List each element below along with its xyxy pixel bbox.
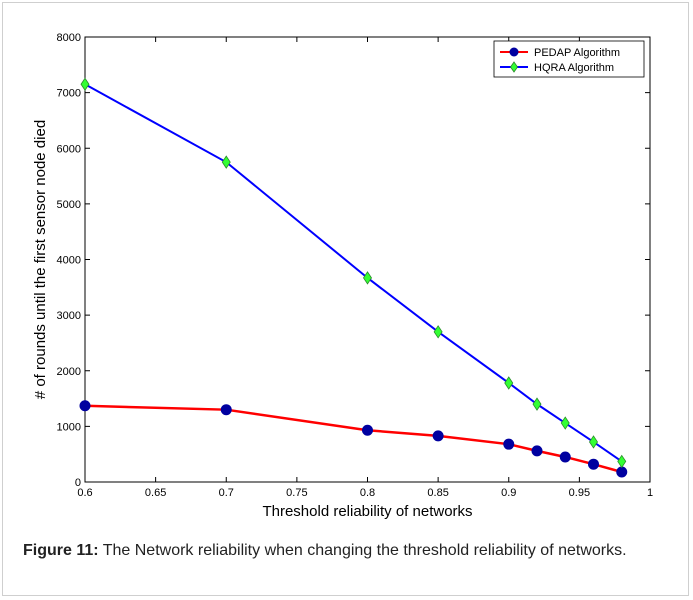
y-tick-label: 0	[75, 477, 81, 489]
x-axis-title: Threshold reliability of networks	[262, 503, 472, 520]
caption-text: The Network reliability when changing th…	[98, 542, 627, 559]
data-point-pedap	[432, 430, 444, 442]
x-tick-label: 0.65	[145, 487, 166, 499]
data-point-hqra	[80, 77, 90, 92]
x-tick-label: 0.75	[286, 487, 307, 499]
x-tick-label: 0.6	[77, 487, 92, 499]
data-point-pedap	[79, 400, 91, 412]
data-point-hqra	[433, 325, 443, 339]
x-tick-label: 0.7	[219, 487, 234, 499]
y-tick-label: 6000	[57, 143, 81, 155]
y-tick-label: 7000	[57, 88, 81, 100]
data-point-hqra	[532, 397, 542, 411]
x-tick-label: 0.95	[569, 487, 590, 499]
data-point-pedap	[616, 466, 628, 478]
legend: PEDAP Algorithm HQRA Algorithm	[493, 40, 645, 78]
x-tick-label: 0.9	[501, 487, 516, 499]
y-tick-label: 1000	[57, 421, 81, 433]
legend-box	[493, 40, 645, 78]
caption-label: Figure 11:	[23, 542, 99, 559]
legend-marker-pedap	[509, 47, 519, 57]
y-tick-label: 2000	[57, 366, 81, 378]
line-chart: 0.6 0.65 0.7 0.75 0.8 0.85 0.9 0.95 1 0 1000 2000 30…	[32, 32, 653, 520]
y-tick-label: 4000	[57, 255, 81, 267]
data-point-hqra	[363, 271, 372, 285]
data-point-hqra	[504, 376, 514, 390]
data-point-pedap	[362, 424, 373, 436]
data-point-hqra	[589, 435, 598, 449]
data-point-hqra	[560, 416, 570, 430]
x-tick-label: 1	[647, 487, 653, 499]
plot-frame	[84, 36, 651, 483]
y-tick-label: 3000	[57, 310, 81, 322]
y-tick-label: 5000	[57, 199, 81, 211]
data-point-pedap	[503, 438, 515, 450]
legend-label-pedap: PEDAP Algorithm	[534, 47, 620, 59]
x-tick-label: 0.8	[360, 487, 375, 499]
data-point-pedap	[559, 451, 571, 463]
data-point-hqra	[221, 155, 231, 169]
y-tick-label: 8000	[57, 32, 81, 44]
data-point-pedap	[220, 404, 232, 416]
series-layer	[79, 77, 628, 478]
data-point-pedap	[531, 445, 543, 457]
data-point-pedap	[588, 458, 599, 470]
plot-area: 0.6 0.65 0.7 0.75 0.8 0.85 0.9 0.95 1 0 1000 2000 30…	[32, 32, 653, 520]
legend-marker-hqra	[510, 61, 518, 73]
figure-caption: Figure 11: The Network reliability when …	[23, 539, 673, 563]
x-tick-label: 0.85	[427, 487, 448, 499]
data-point-hqra	[617, 454, 627, 469]
legend-label-hqra: HQRA Algorithm	[534, 62, 614, 74]
y-axis-title: # of rounds until the first sensor node …	[32, 120, 49, 399]
